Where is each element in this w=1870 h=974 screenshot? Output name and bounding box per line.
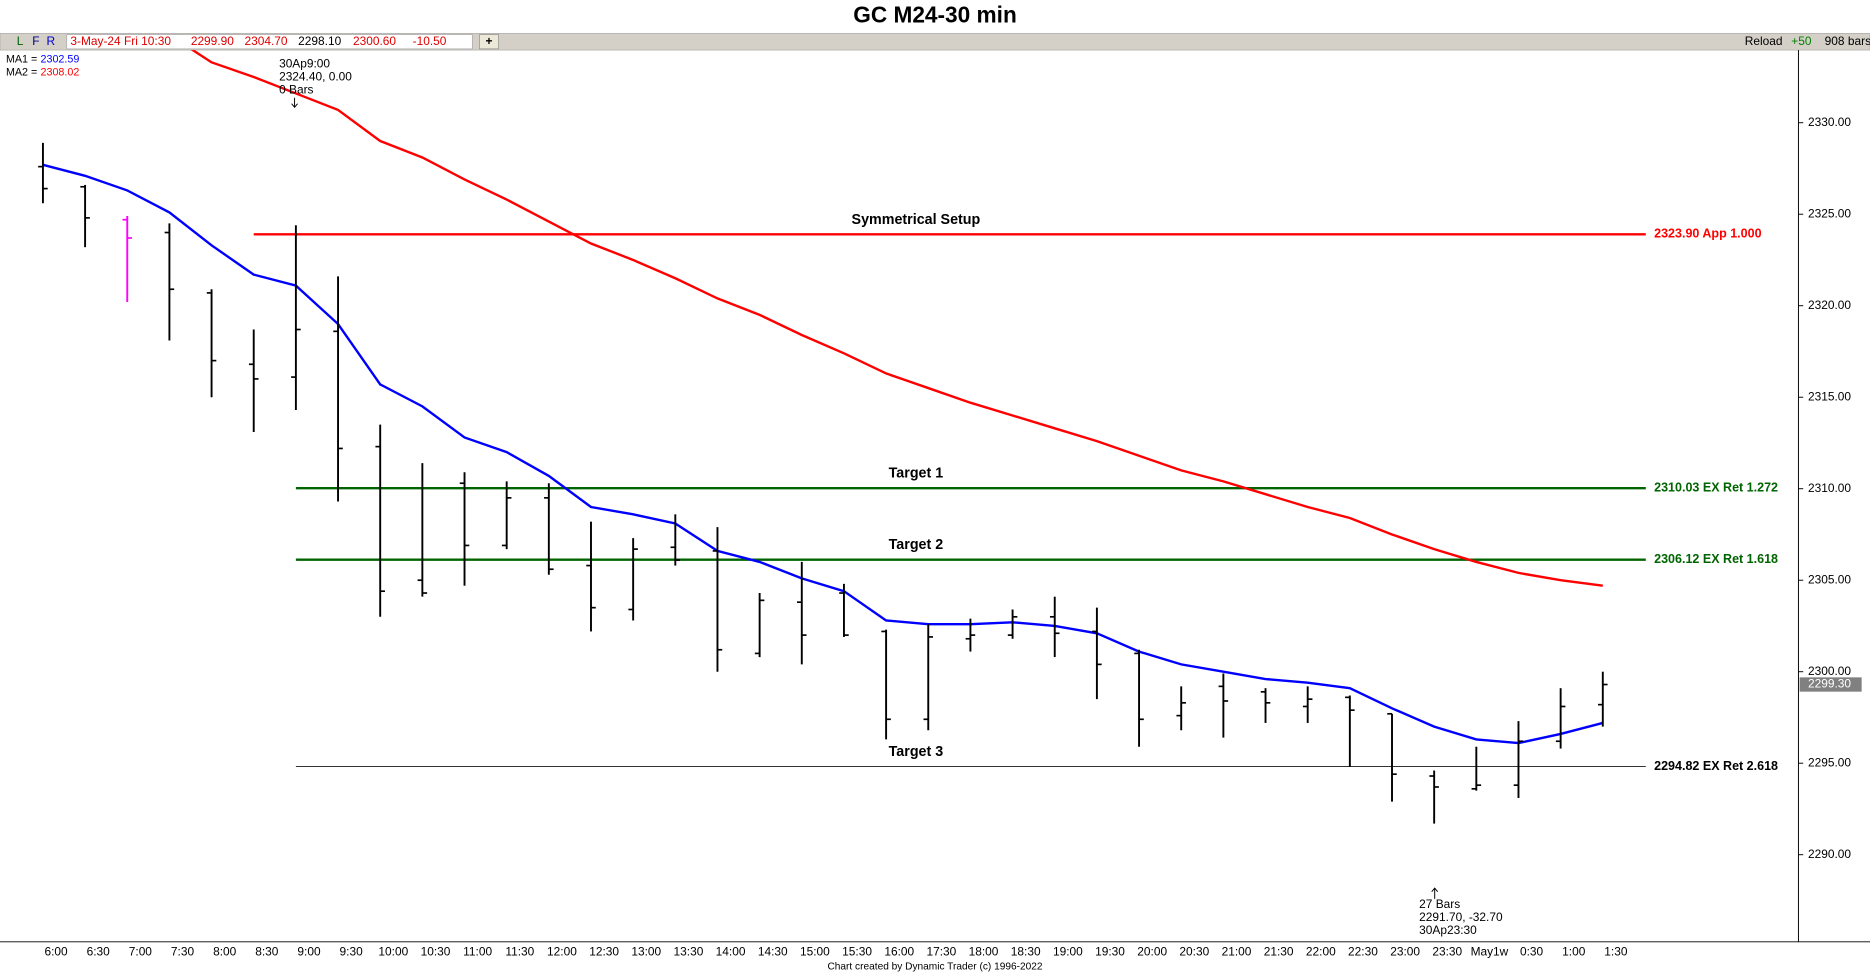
quote-close: 2300.60 [353, 34, 396, 48]
y-tick-label: 2300.00 [1808, 664, 1851, 678]
x-tick-label: 11:00 [463, 945, 492, 959]
x-tick-label: 10:30 [421, 945, 451, 959]
x-tick-label: 1:30 [1604, 945, 1628, 959]
level-label: 2310.03 EX Ret 1.272 [1654, 480, 1778, 494]
x-tick-label: 14:00 [716, 945, 746, 959]
add-button[interactable] [479, 34, 499, 50]
x-tick-label: 9:30 [340, 945, 364, 959]
chart-title: GC M24-30 min [853, 2, 1017, 28]
y-tick-label: 2295.00 [1808, 755, 1851, 769]
y-tick-label: 2315.00 [1808, 389, 1851, 403]
toolbar-button[interactable]: R [47, 34, 56, 48]
x-tick-label: 9:00 [297, 945, 321, 959]
quote-box [66, 34, 473, 50]
level-name: Target 1 [889, 466, 944, 482]
quote-open: 2299.90 [191, 34, 234, 48]
toolbar-button[interactable]: F [32, 34, 39, 48]
y-tick-label: 2320.00 [1808, 298, 1851, 312]
annotation-text: 0 Bars [279, 83, 313, 97]
x-tick-label: 15:00 [800, 945, 830, 959]
level-label: 2323.90 App 1.000 [1654, 227, 1761, 241]
annotation-arrow [291, 97, 298, 109]
x-tick-label: 11:30 [505, 945, 534, 959]
reload-button[interactable]: Reload [1745, 34, 1783, 48]
x-tick-label: 6:00 [44, 945, 68, 959]
footer: Chart created by Dynamic Trader (c) 1996… [827, 962, 1042, 973]
last-price-label: 2299.30 [1808, 677, 1851, 691]
annotation-text: 30Ap23:30 [1419, 923, 1477, 937]
add-button-label[interactable]: + [485, 34, 492, 48]
x-tick-label: 21:00 [1222, 945, 1252, 959]
quote-change: -10.50 [413, 34, 447, 48]
y-tick-label: 2310.00 [1808, 481, 1851, 495]
x-tick-label: 14:30 [758, 945, 788, 959]
x-tick-label: 12:00 [547, 945, 577, 959]
level-name: Target 3 [889, 744, 944, 760]
x-tick-label: 22:30 [1348, 945, 1378, 959]
annotation-text: 27 Bars [1419, 897, 1460, 911]
x-tick-label: 23:00 [1390, 945, 1420, 959]
annotation-arrow [1431, 887, 1439, 899]
quote-date: 3-May-24 Fri 10:30 [70, 34, 171, 48]
annotation-text: 2291.70, -32.70 [1419, 910, 1503, 924]
bar-count: 908 bars [1825, 34, 1870, 48]
x-tick-label: 18:00 [969, 945, 999, 959]
x-tick-label: 17:30 [926, 945, 956, 959]
x-tick-label: 7:00 [129, 945, 153, 959]
legend-value: 2302.59 [41, 53, 80, 65]
moving-average-line [42, 163, 1604, 745]
x-tick-label: 21:30 [1264, 945, 1294, 959]
x-tick-label: May1w [1471, 945, 1509, 959]
level-label: 2294.82 EX Ret 2.618 [1654, 759, 1778, 773]
x-tick-label: 20:30 [1179, 945, 1209, 959]
x-tick-label: 8:30 [255, 945, 279, 959]
x-tick-label: 6:30 [87, 945, 111, 959]
x-tick-label: 1:00 [1562, 945, 1586, 959]
x-tick-label: 23:30 [1432, 945, 1462, 959]
x-tick-label: 10:00 [378, 945, 408, 959]
x-tick-label: 7:30 [171, 945, 195, 959]
y-tick-label: 2330.00 [1808, 115, 1851, 129]
level-name: Target 2 [889, 537, 944, 553]
x-tick-label: 20:00 [1137, 945, 1167, 959]
x-tick-label: 13:30 [674, 945, 704, 959]
x-tick-label: 12:30 [589, 945, 619, 959]
legend-name: MA2 = [6, 67, 37, 79]
x-tick-label: 0:30 [1520, 945, 1544, 959]
legend-value: 2308.02 [41, 67, 80, 79]
x-tick-label: 19:00 [1053, 945, 1083, 959]
x-tick-label: 8:00 [213, 945, 237, 959]
x-tick-label: 19:30 [1095, 945, 1125, 959]
plot-area [38, 50, 1646, 824]
level-label: 2306.12 EX Ret 1.618 [1654, 552, 1778, 566]
legend-name: MA1 = [6, 53, 37, 65]
level-name: Symmetrical Setup [852, 212, 981, 228]
y-tick-label: 2305.00 [1808, 572, 1851, 586]
reload-step[interactable]: +50 [1791, 34, 1812, 48]
quote-high: 2304.70 [244, 34, 287, 48]
x-tick-label: 13:00 [631, 945, 661, 959]
annotation-text: 30Ap9:00 [279, 57, 330, 71]
x-tick-label: 22:00 [1306, 945, 1336, 959]
moving-average-line [190, 50, 1603, 587]
x-tick-label: 16:00 [884, 945, 914, 959]
quote-low: 2298.10 [298, 34, 341, 48]
y-tick-label: 2325.00 [1808, 206, 1851, 220]
last-price-box [1799, 677, 1862, 692]
x-tick-label: 18:30 [1011, 945, 1041, 959]
y-tick-label: 2290.00 [1808, 847, 1851, 861]
annotation-text: 2324.40, 0.00 [279, 70, 352, 84]
x-tick-label: 15:30 [842, 945, 872, 959]
toolbar-button[interactable]: L [17, 34, 24, 48]
